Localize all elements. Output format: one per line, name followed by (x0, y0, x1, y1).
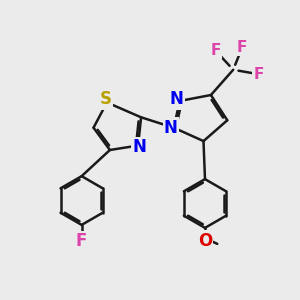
Text: F: F (253, 67, 264, 82)
Text: N: N (133, 138, 146, 156)
Text: N: N (170, 91, 184, 109)
Text: N: N (164, 119, 178, 137)
Text: O: O (198, 232, 212, 250)
Text: S: S (99, 91, 111, 109)
Text: F: F (210, 43, 220, 58)
Text: F: F (76, 232, 87, 250)
Text: F: F (237, 40, 247, 55)
